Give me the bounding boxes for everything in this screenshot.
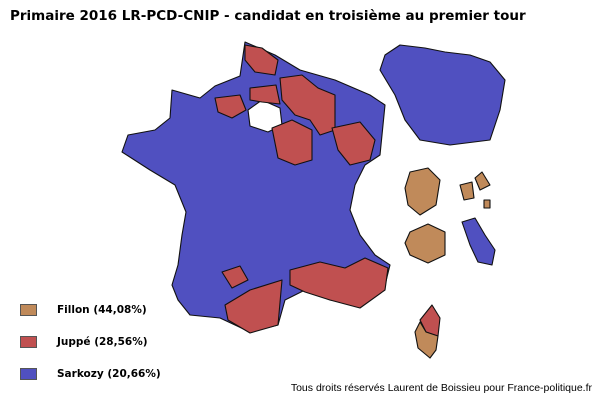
legend-item-fillon: Fillon (44,08%) <box>20 304 147 316</box>
dom-fillon <box>404 167 491 264</box>
juppe-departements <box>214 44 441 337</box>
legend-label: Fillon (44,08%) <box>57 304 147 316</box>
map-title: Primaire 2016 LR-PCD-CNIP - candidat en … <box>10 8 526 24</box>
dom-sarkozy-2 <box>461 217 496 266</box>
legend-item-juppe: Juppé (28,56%) <box>20 336 148 348</box>
legend-item-sarkozy: Sarkozy (20,66%) <box>20 368 161 380</box>
legend-swatch <box>20 368 37 380</box>
legend-swatch <box>20 336 37 348</box>
dom-sarkozy <box>379 44 506 146</box>
credit-text: Tous droits réservés Laurent de Boissieu… <box>290 382 592 394</box>
legend-label: Juppé (28,56%) <box>57 336 148 348</box>
corse-sud-fillon <box>414 321 439 359</box>
legend-swatch <box>20 304 37 316</box>
legend-label: Sarkozy (20,66%) <box>57 368 161 380</box>
